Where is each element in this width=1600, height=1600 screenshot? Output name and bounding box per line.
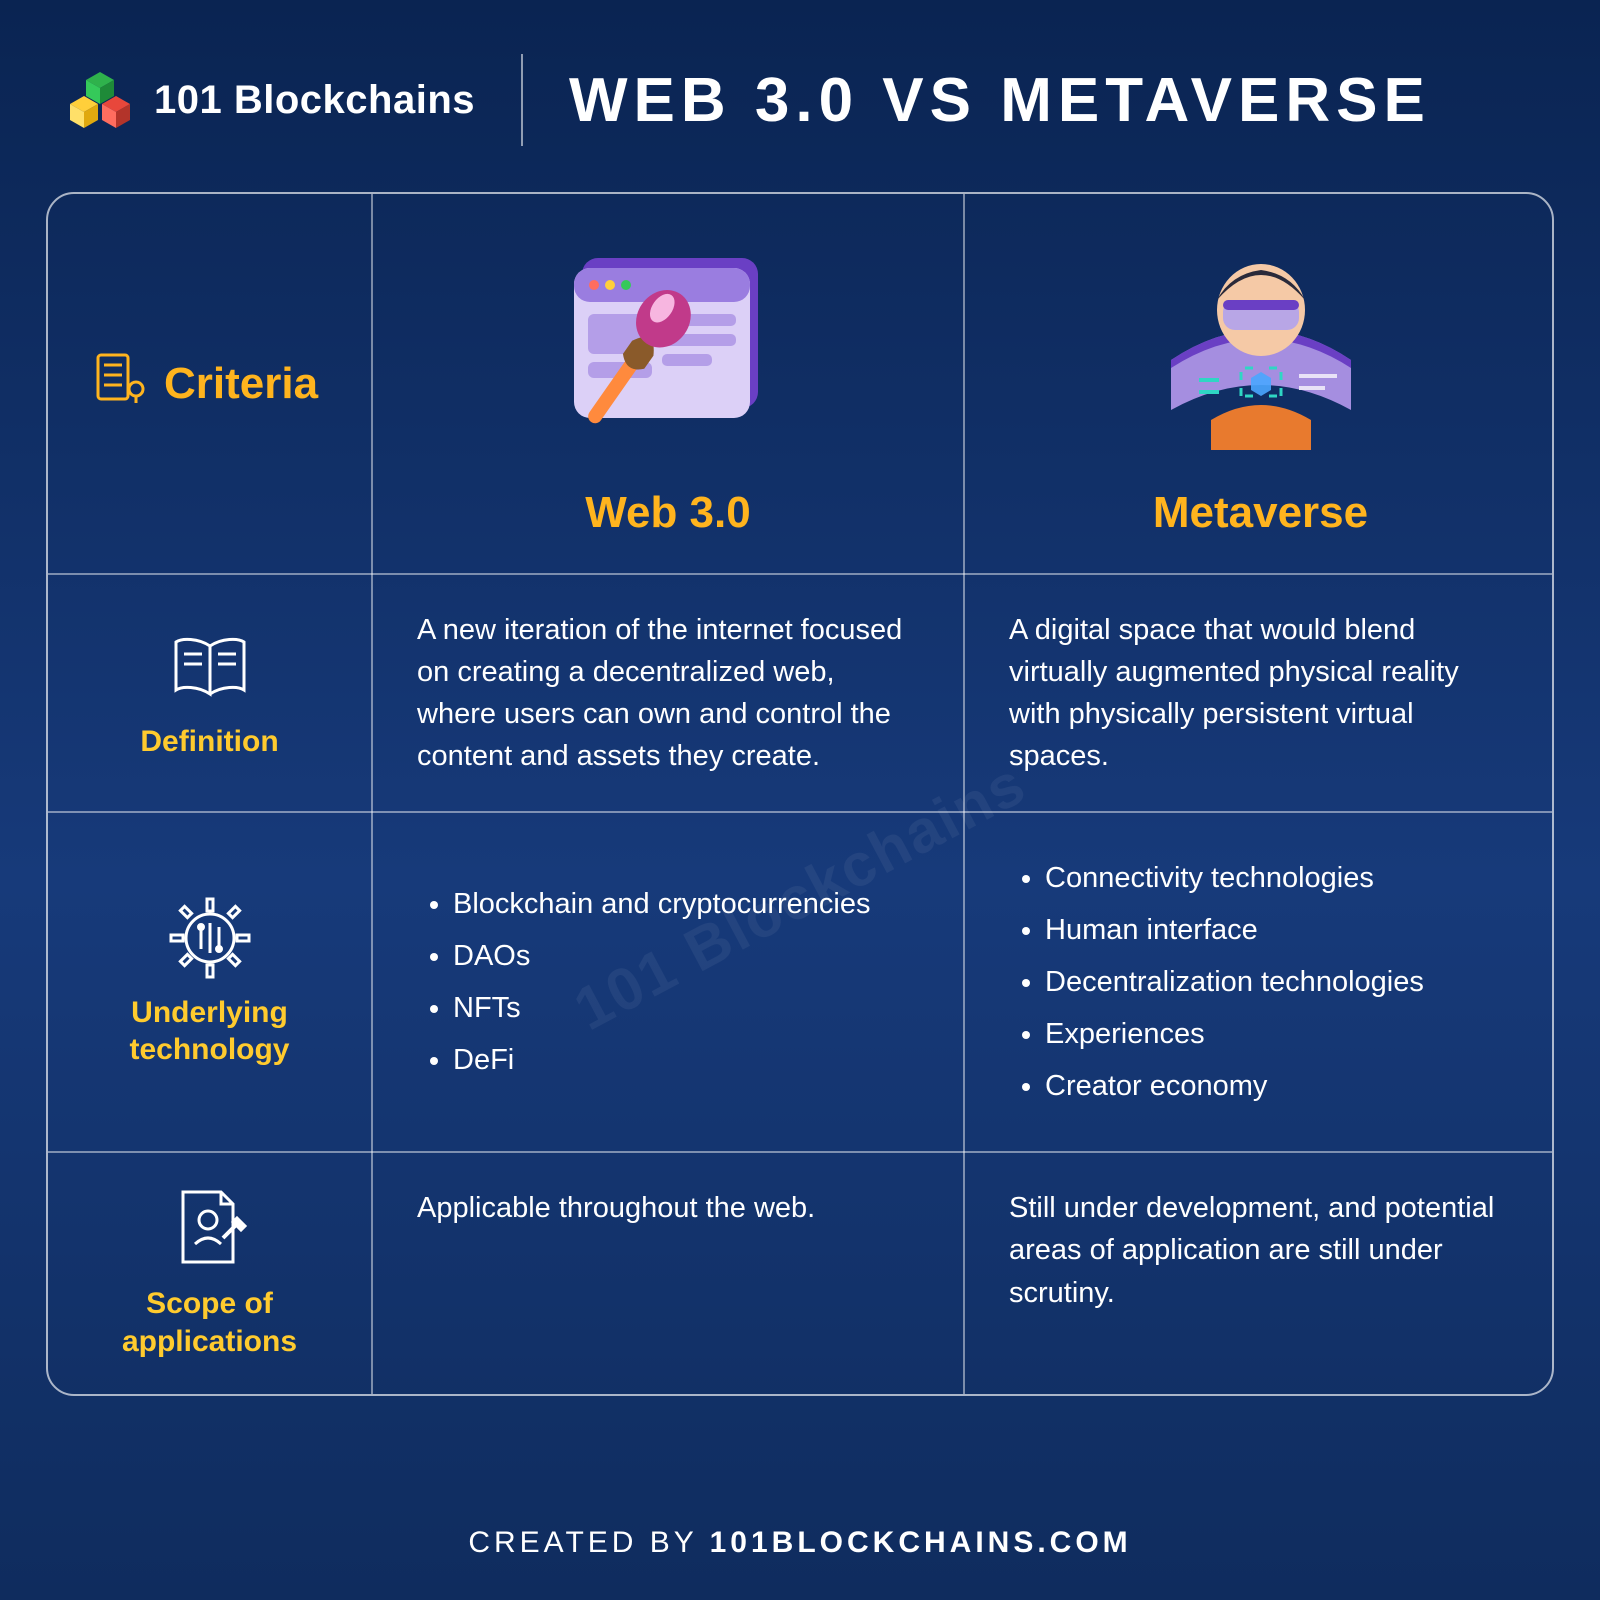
list-item: Experiences [1045, 1013, 1512, 1055]
brand-logo-icon [64, 62, 136, 139]
list-item: Creator economy [1045, 1065, 1512, 1107]
list-item: Blockchain and cryptocurrencies [453, 883, 919, 925]
page-title: WEB 3.0 VS METAVERSE [569, 65, 1431, 136]
scope-metaverse-cell: Still under development, and potential a… [964, 1152, 1554, 1394]
list-item: Decentralization technologies [1045, 961, 1512, 1003]
header: 101 Blockchains WEB 3.0 VS METAVERSE [0, 0, 1600, 192]
row-scope-label: Scope of applications [92, 1285, 327, 1360]
gear-chip-icon [92, 896, 327, 980]
brand-name: 101 Blockchains [154, 78, 475, 123]
list-item: DeFi [453, 1039, 919, 1081]
col2-title: Metaverse [1009, 488, 1512, 538]
criteria-label-text: Criteria [164, 359, 318, 409]
table-header-row: Criteria [48, 194, 1554, 574]
row-technology: Underlying technology Blockchain and cry… [48, 812, 1554, 1152]
brand: 101 Blockchains [64, 62, 475, 139]
col1-header-cell: Web 3.0 [372, 194, 964, 574]
technology-web3-cell: Blockchain and cryptocurrencies DAOs NFTs D… [372, 812, 964, 1152]
metaverse-illustration-icon [1009, 230, 1512, 470]
definition-metaverse-cell: A digital space that would blend virtual… [964, 574, 1554, 812]
scope-web3-cell: Applicable throughout the web. [372, 1152, 964, 1394]
row-definition-label-cell: Definition [48, 574, 372, 812]
technology-metaverse-cell: Connectivity technologies Human interface… [964, 812, 1554, 1152]
list-item: Connectivity technologies [1045, 857, 1512, 899]
definition-web3-text: A new iteration of the internet focused … [417, 609, 919, 777]
row-definition-label: Definition [92, 723, 327, 761]
footer-prefix: CREATED BY [468, 1526, 709, 1559]
book-icon [92, 625, 327, 709]
footer-site: 101BLOCKCHAINS.COM [710, 1526, 1132, 1559]
definition-metaverse-text: A digital space that would blend virtual… [1009, 609, 1512, 777]
definition-web3-cell: A new iteration of the internet focused … [372, 574, 964, 812]
criteria-header-cell: Criteria [48, 194, 372, 574]
header-divider [521, 54, 523, 146]
technology-metaverse-list: Connectivity technologies Human interface… [1009, 857, 1512, 1107]
row-scope-label-cell: Scope of applications [48, 1152, 372, 1394]
scope-web3-text: Applicable throughout the web. [417, 1187, 919, 1229]
row-technology-label: Underlying technology [92, 994, 327, 1069]
criteria-icon [92, 351, 146, 416]
document-person-icon [92, 1187, 327, 1271]
comparison-table: Criteria [48, 194, 1554, 1394]
col1-title: Web 3.0 [417, 488, 919, 538]
list-item: Human interface [1045, 909, 1512, 951]
list-item: NFTs [453, 987, 919, 1029]
row-definition: Definition A new iteration of the intern… [48, 574, 1554, 812]
web3-illustration-icon [417, 230, 919, 470]
col2-header-cell: Metaverse [964, 194, 1554, 574]
list-item: DAOs [453, 935, 919, 977]
infographic-page: 101 Blockchains WEB 3.0 VS METAVERSE [0, 0, 1600, 1600]
scope-metaverse-text: Still under development, and potential a… [1009, 1187, 1512, 1313]
footer: CREATED BY 101BLOCKCHAINS.COM [0, 1526, 1600, 1560]
row-scope: Scope of applications Applicable through… [48, 1152, 1554, 1394]
technology-web3-list: Blockchain and cryptocurrencies DAOs NFTs D… [417, 883, 919, 1081]
row-technology-label-cell: Underlying technology [48, 812, 372, 1152]
comparison-table-frame: Criteria [46, 192, 1554, 1396]
